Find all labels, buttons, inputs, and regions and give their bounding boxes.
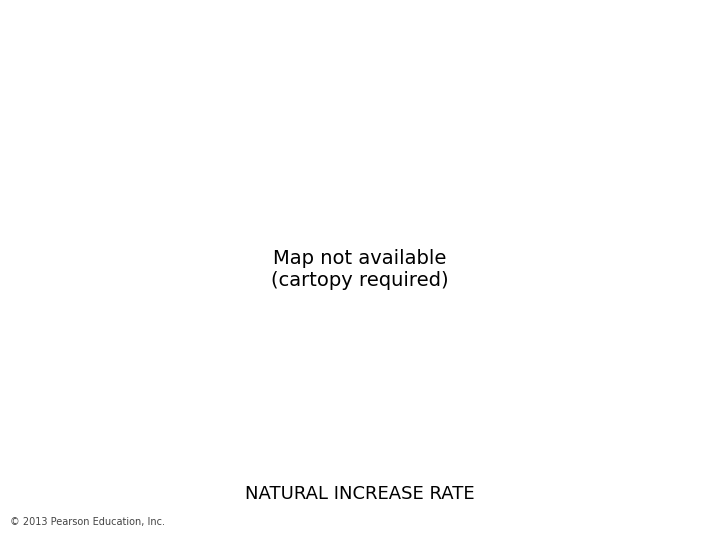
Text: 2.3 Components of Change: 2.3 Components of Change: [9, 13, 390, 37]
Text: Map not available
(cartopy required): Map not available (cartopy required): [271, 249, 449, 291]
Text: NATURAL INCREASE RATE: NATURAL INCREASE RATE: [246, 485, 474, 503]
Text: © 2013 Pearson Education, Inc.: © 2013 Pearson Education, Inc.: [10, 517, 165, 527]
